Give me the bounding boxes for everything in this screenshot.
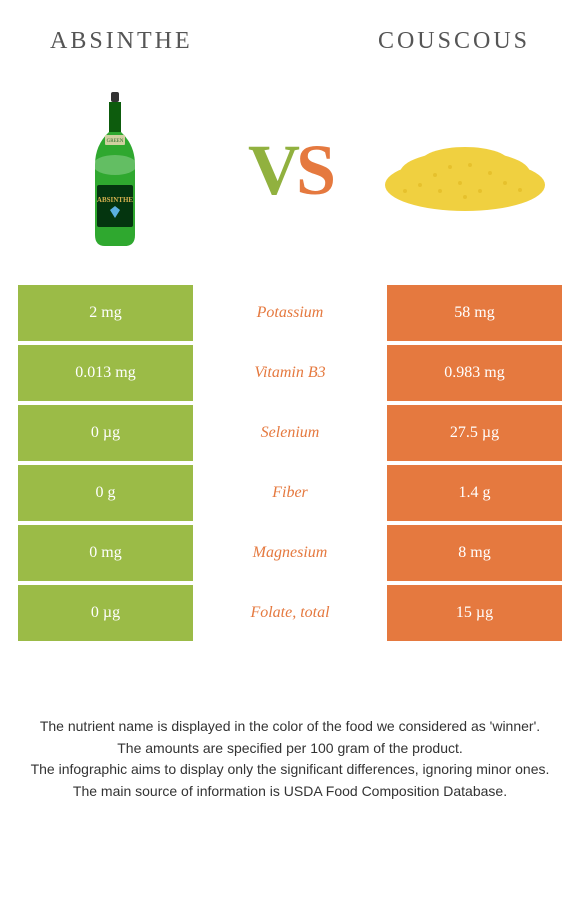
nutrient-name: Folate, total — [193, 585, 387, 641]
value-left: 0.013 mg — [18, 345, 193, 401]
nutrient-row: 0 mgMagnesium8 mg — [18, 525, 562, 581]
value-left: 0 g — [18, 465, 193, 521]
couscous-image — [380, 85, 550, 255]
nutrient-row: 0 µgFolate, total15 µg — [18, 585, 562, 641]
vs-s: S — [296, 130, 332, 210]
value-right: 27.5 µg — [387, 405, 562, 461]
value-right: 8 mg — [387, 525, 562, 581]
title-left: Absinthe — [50, 28, 193, 55]
value-left: 2 mg — [18, 285, 193, 341]
nutrient-name: Fiber — [193, 465, 387, 521]
value-left: 0 µg — [18, 585, 193, 641]
header: Absinthe Couscous — [0, 0, 580, 65]
nutrient-row: 0 µgSelenium27.5 µg — [18, 405, 562, 461]
absinthe-image: ABSINTHE GREEN — [30, 85, 200, 255]
nutrient-row: 0.013 mgVitamin B30.983 mg — [18, 345, 562, 401]
value-right: 15 µg — [387, 585, 562, 641]
footer-notes: The nutrient name is displayed in the co… — [0, 645, 580, 801]
nutrient-table: 2 mgPotassium58 mg0.013 mgVitamin B30.98… — [0, 285, 580, 641]
nutrient-name: Vitamin B3 — [193, 345, 387, 401]
footer-line: The main source of information is USDA F… — [12, 782, 568, 802]
nutrient-name: Selenium — [193, 405, 387, 461]
nutrient-name: Magnesium — [193, 525, 387, 581]
vs-v: V — [248, 130, 296, 210]
nutrient-name: Potassium — [193, 285, 387, 341]
nutrient-row: 0 gFiber1.4 g — [18, 465, 562, 521]
value-right: 0.983 mg — [387, 345, 562, 401]
svg-text:GREEN: GREEN — [107, 139, 124, 144]
nutrient-row: 2 mgPotassium58 mg — [18, 285, 562, 341]
value-right: 58 mg — [387, 285, 562, 341]
bottle-icon: ABSINTHE GREEN — [85, 90, 145, 250]
svg-text:ABSINTHE: ABSINTHE — [97, 196, 134, 204]
footer-line: The nutrient name is displayed in the co… — [12, 717, 568, 737]
couscous-icon — [380, 125, 550, 215]
footer-line: The amounts are specified per 100 gram o… — [12, 739, 568, 759]
value-left: 0 mg — [18, 525, 193, 581]
value-left: 0 µg — [18, 405, 193, 461]
title-right: Couscous — [378, 28, 530, 55]
hero: ABSINTHE GREEN VS — [0, 65, 580, 285]
footer-line: The infographic aims to display only the… — [12, 760, 568, 780]
value-right: 1.4 g — [387, 465, 562, 521]
vs-label: VS — [248, 129, 332, 212]
